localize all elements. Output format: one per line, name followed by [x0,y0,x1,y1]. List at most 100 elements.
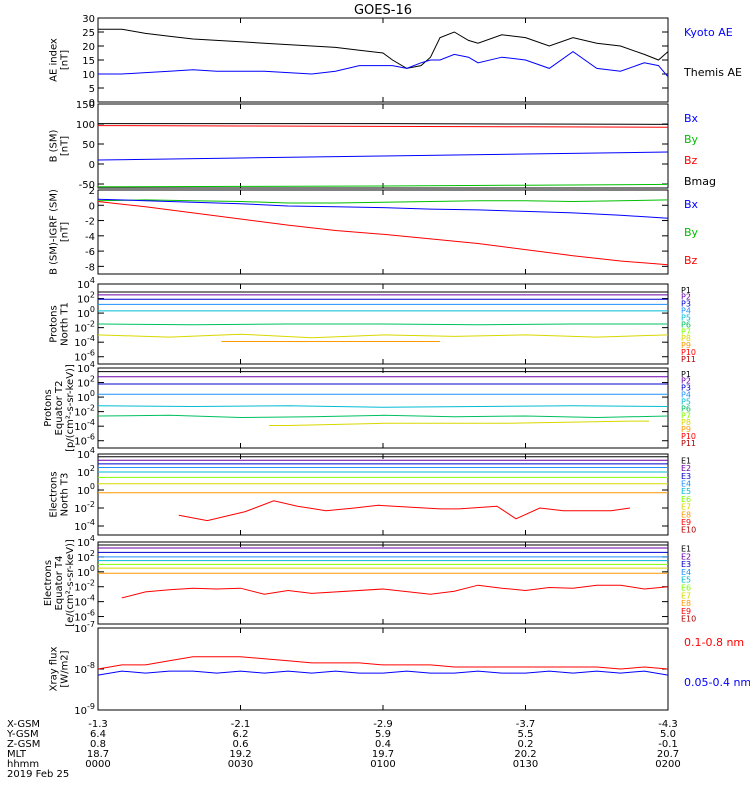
plot-title: GOES-16 [354,3,412,18]
legend-entry: E3 [681,560,691,569]
legend-entry: P9 [681,425,691,434]
legend-entry: P11 [681,439,696,448]
y-tick-label: 102 [77,291,95,306]
footer-row-label: MLT [7,749,27,760]
y-axis-label: Equator T2 [54,381,65,436]
series-line-by [97,199,669,204]
footer-value: 6.2 [233,729,249,740]
legend-entry: E2 [681,552,691,561]
legend-entry: E6 [681,495,691,504]
series-line-p6 [97,414,669,419]
legend-entry: 0.05-0.4 nm [684,676,750,689]
footer-value: 0130 [513,759,538,770]
y-axis-label: North T1 [60,302,71,346]
legend-entry: E4 [681,568,691,577]
legend-entry: P11 [681,355,696,364]
panel-bigrf: -8 -6 -4 -2 0 2 B (SM)-IGRF (SM) [nT] Bx By Bz [49,186,699,275]
legend-entry: P10 [681,432,696,441]
legend-entry: P9 [681,341,691,350]
y-tick-label: 102 [77,549,95,564]
footer-value: -4.3 [658,719,678,730]
footer-value: 0.6 [233,739,249,750]
legend-entry: P3 [681,300,691,309]
y-tick-label: 5 [89,84,95,95]
legend-entry: P6 [681,320,691,329]
y-axis-label: [nT] [60,222,71,242]
plot-date: 2019 Feb 25 [7,769,69,780]
legend-entry: P8 [681,418,691,427]
y-tick-label: 0 [89,160,95,171]
footer-value: 20.7 [657,749,679,760]
legend-entry: E4 [681,479,691,488]
series-line-kyoto-ae [98,50,669,78]
y-tick-label: 102 [77,375,95,390]
y-tick-label: 150 [76,100,95,111]
legend-entry: By [684,226,699,239]
y-tick-label: -8 [85,262,95,273]
y-tick-label: 10-4 [74,334,95,349]
y-tick-label: 2 [89,186,95,197]
legend-entry: P3 [681,384,691,393]
series-line-by [97,183,669,188]
y-axis-label: [nT] [60,50,71,70]
footer-value: 0200 [655,759,680,770]
series-line-p7 [269,420,649,426]
legend-entry: E1 [681,456,691,465]
footer-value: 20.2 [514,749,536,760]
y-tick-label: 10-4 [74,594,95,609]
y-tick-label: 10-2 [74,500,95,515]
legend-entry: Bz [684,254,698,267]
legend-entry: P1 [681,370,691,379]
legend-entry: E10 [681,615,696,624]
panel-ae: 0 5 10 15 20 25 30 AE index [nT] Kyoto AE Themis A… [49,14,742,109]
legend-entry: Kyoto AE [684,26,733,39]
y-tick-label: 15 [82,56,95,67]
legend-entry: E3 [681,472,691,481]
legend-entry: 0.1-0.8 nm [684,636,744,649]
footer-value: 18.7 [87,749,109,760]
legend-entry: Bmag [684,175,716,188]
footer-value: 0100 [370,759,395,770]
y-tick-label: 10-8 [74,661,95,676]
legend-entry: Themis AE [683,66,742,79]
panel-frame [97,17,669,103]
y-axis-label: Equator T4 [54,556,65,611]
footer-row-label: Z-GSM [7,739,40,750]
legend-entry: E7 [681,591,691,600]
y-tick-label: 0 [89,201,95,212]
y-tick-label: 104 [77,276,95,291]
panel-frame [97,453,669,536]
series-line-p6 [97,323,668,326]
y-axis-label: [W/m2] [60,650,71,687]
legend-entry: E8 [681,599,691,608]
y-tick-label: 104 [77,360,95,375]
legend-entry: P1 [681,286,691,295]
footer-value: 0.4 [375,739,391,750]
y-tick-label: -50 [79,180,95,191]
y-tick-label: 10-2 [74,579,95,594]
y-tick-label: 102 [77,464,95,479]
y-axis-label: [nT] [60,136,71,156]
y-tick-label: 25 [82,28,95,39]
panel-frame [97,367,669,449]
y-tick-label: -6 [85,247,95,258]
legend-entry: P10 [681,348,696,357]
y-axis-label: AE index [49,38,60,82]
legend-entry: E9 [681,518,691,527]
panel-frame [97,103,669,189]
y-axis-label: Electrons [49,471,60,517]
y-axis-label: [p/(cm²-s-sr-keV)] [65,364,76,452]
footer-value: 0000 [85,759,110,770]
footer-value: 6.4 [90,729,106,740]
series-line-0-05-0-4-nm [97,670,669,676]
y-tick-label: 30 [82,14,95,25]
legend-entry: P7 [681,411,691,420]
y-tick-label: 0 [89,98,95,109]
legend-entry: E6 [681,583,691,592]
footer-row-label: hhmm [7,759,39,770]
y-axis-label: Protons [49,305,60,342]
